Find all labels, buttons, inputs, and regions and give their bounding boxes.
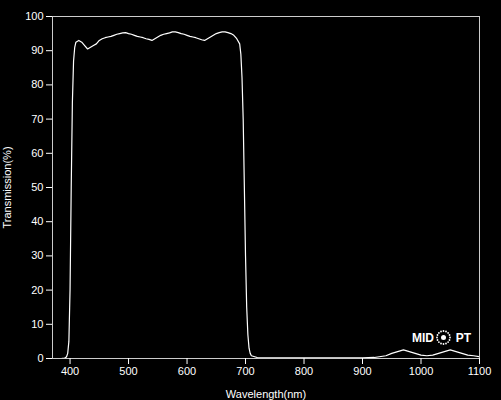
svg-text:40: 40	[31, 215, 43, 227]
svg-text:100: 100	[25, 10, 43, 22]
svg-text:Wavelength(nm): Wavelength(nm)	[226, 388, 306, 400]
svg-text:80: 80	[31, 78, 43, 90]
svg-text:70: 70	[31, 113, 43, 125]
svg-text:20: 20	[31, 284, 43, 296]
svg-text:800: 800	[295, 365, 313, 377]
svg-text:50: 50	[31, 181, 43, 193]
svg-text:60: 60	[31, 147, 43, 159]
svg-text:0: 0	[37, 352, 43, 364]
svg-text:900: 900	[353, 365, 371, 377]
svg-text:600: 600	[178, 365, 196, 377]
svg-text:10: 10	[31, 318, 43, 330]
svg-text:700: 700	[236, 365, 254, 377]
svg-text:90: 90	[31, 44, 43, 56]
svg-text:30: 30	[31, 249, 43, 261]
svg-text:1000: 1000	[409, 365, 433, 377]
svg-text:MID: MID	[412, 331, 434, 345]
svg-text:1100: 1100	[468, 365, 492, 377]
svg-text:Transmission(%): Transmission(%)	[1, 146, 13, 228]
svg-text:500: 500	[119, 365, 137, 377]
svg-text:PT: PT	[456, 331, 472, 345]
svg-text:400: 400	[61, 365, 79, 377]
